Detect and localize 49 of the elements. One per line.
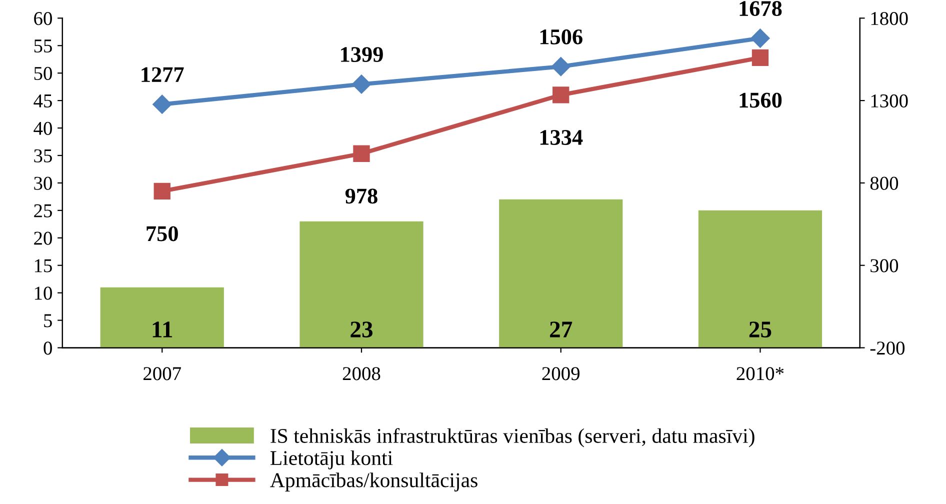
y-tick-label: 0	[44, 342, 52, 355]
y-tick-label: 15	[34, 259, 52, 272]
point	[352, 74, 372, 94]
data-label: 1399	[341, 47, 383, 62]
data-label: 25	[749, 322, 772, 338]
y-tick-label: 20	[34, 232, 52, 245]
data-label: 978	[345, 188, 378, 204]
y-tick-label: 55	[34, 40, 52, 53]
y-tick-label: 35	[34, 149, 52, 162]
bar	[300, 221, 424, 348]
y2-tick-label: 300	[870, 259, 898, 272]
y-tick-label: 5	[44, 314, 52, 328]
bar	[698, 210, 822, 348]
x-tick-label: 2009	[542, 367, 580, 380]
point	[552, 86, 570, 104]
legend-label: Apmācības/konsultācijas	[270, 472, 478, 492]
data-label: 1334	[540, 130, 583, 145]
y-tick-label: 50	[34, 66, 52, 80]
point	[752, 49, 769, 66]
legend-label: IS tehniskās infrastruktūras vienības (serveri, datu masīvi)	[270, 428, 754, 448]
point	[152, 94, 172, 114]
data-label: 11	[152, 322, 172, 338]
data-label: 1560	[740, 92, 782, 108]
data-label: 750	[146, 226, 178, 242]
point	[154, 182, 170, 200]
y2-tick-label: 1800	[871, 12, 908, 26]
y-tick-label: 40	[34, 122, 52, 135]
y-tick-label: 60	[34, 12, 52, 26]
data-label: 1277	[142, 67, 184, 82]
x-tick-label: 2008	[342, 367, 380, 380]
data-label: 1506	[540, 29, 582, 44]
bar	[100, 287, 224, 348]
data-label: 27	[550, 322, 572, 338]
bar	[499, 199, 623, 348]
data-label: 23	[350, 322, 372, 338]
point	[551, 57, 570, 76]
y-tick-label: 30	[34, 176, 52, 190]
y2-tick-label: 800	[870, 176, 898, 190]
y-tick-label: 45	[34, 94, 52, 108]
data-label: 1678	[740, 1, 782, 16]
y2-tick-label: -200	[870, 342, 905, 355]
legend-label: Lietotāju konti	[270, 450, 393, 470]
y2-tick-label: 1300	[871, 94, 908, 108]
x-tick-label: 2007	[144, 367, 182, 380]
x-tick-label: 2010*	[736, 367, 784, 380]
point	[353, 145, 370, 162]
y-tick-label: 10	[34, 286, 52, 300]
y-tick-label: 25	[34, 204, 52, 218]
point	[750, 28, 770, 48]
